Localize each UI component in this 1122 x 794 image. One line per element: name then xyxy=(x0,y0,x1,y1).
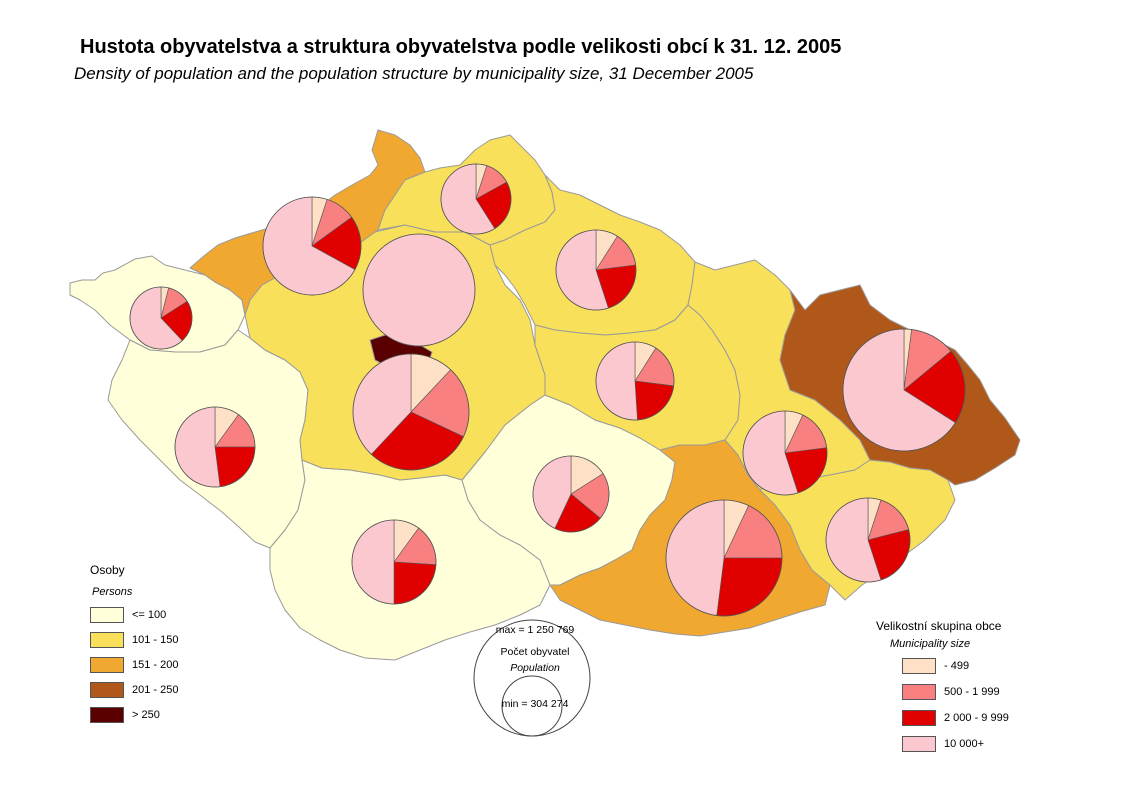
size-legend-row: 2 000 - 9 999 xyxy=(902,709,1009,727)
density-legend-label: > 250 xyxy=(132,709,160,721)
density-legend-row: 151 - 200 xyxy=(90,656,178,674)
size-legend-swatch xyxy=(902,736,936,752)
size-legend-row: - 499 xyxy=(902,657,969,675)
density-legend-label: <= 100 xyxy=(132,609,167,621)
size-legend-label: 10 000+ xyxy=(944,738,985,750)
size-legend-label: 2 000 - 9 999 xyxy=(944,712,1009,724)
density-legend-row: <= 100 xyxy=(90,606,166,624)
pie-outline xyxy=(555,229,637,311)
population-legend-title: Počet obyvatel xyxy=(500,646,570,658)
density-legend-label: 101 - 150 xyxy=(132,634,179,646)
population-min-label: min = 304 274 xyxy=(501,698,569,710)
pie-jihocesky xyxy=(351,519,437,605)
pie-outline xyxy=(825,497,911,583)
pie-karlovarsky xyxy=(129,286,193,350)
map-title: Hustota obyvatelstva a struktura obyvate… xyxy=(80,36,842,58)
pie-plzensky xyxy=(174,406,256,488)
pie-praha xyxy=(362,233,476,347)
pie-outline xyxy=(842,328,966,452)
pie-vysocina xyxy=(532,455,610,533)
pie-liberecky xyxy=(440,163,512,235)
density-legend-title: Osoby xyxy=(90,563,125,577)
size-legend-label: - 499 xyxy=(944,660,970,672)
pie-outline xyxy=(440,163,512,235)
density-legend-row: 201 - 250 xyxy=(90,681,178,699)
pie-stredocesky xyxy=(352,353,470,471)
size-legend-row: 500 - 1 999 xyxy=(902,683,1000,701)
map-subtitle: Density of population and the population… xyxy=(74,64,754,83)
density-legend-row: 101 - 150 xyxy=(90,631,178,649)
pie-olomoucky xyxy=(742,410,828,496)
pie-outline xyxy=(665,499,783,617)
pie-outline xyxy=(595,341,675,421)
population-size-circles xyxy=(473,619,591,737)
pie-outline xyxy=(742,410,828,496)
pie-outline xyxy=(174,406,256,488)
population-legend-subtitle: Population xyxy=(510,662,560,674)
pie-moravskoslezsky xyxy=(842,328,966,452)
density-legend-swatch xyxy=(90,607,124,623)
density-legend-swatch xyxy=(90,657,124,673)
pie-outline xyxy=(362,233,476,347)
pie-pardubicky xyxy=(595,341,675,421)
density-legend-label: 151 - 200 xyxy=(132,659,179,671)
density-legend-swatch xyxy=(90,707,124,723)
size-legend-swatch xyxy=(902,684,936,700)
pie-outline xyxy=(532,455,610,533)
size-legend-title: Velikostní skupina obce xyxy=(876,619,1002,633)
pie-outline xyxy=(262,196,362,296)
density-legend-swatch xyxy=(90,682,124,698)
size-legend-swatch xyxy=(902,658,936,674)
pie-ustecky xyxy=(262,196,362,296)
pie-jihomoravsky xyxy=(665,499,783,617)
density-legend-subtitle: Persons xyxy=(92,586,133,598)
density-legend-row: > 250 xyxy=(90,706,160,724)
size-legend-label: 500 - 1 999 xyxy=(944,686,1000,698)
size-legend-row: 10 000+ xyxy=(902,735,984,753)
population-max-label: max = 1 250 769 xyxy=(495,624,575,636)
pie-zlinsky xyxy=(825,497,911,583)
size-legend-swatch xyxy=(902,710,936,726)
pie-outline xyxy=(352,353,470,471)
pie-slice xyxy=(362,233,476,347)
pie-kralovehradecky xyxy=(555,229,637,311)
density-legend-swatch xyxy=(90,632,124,648)
size-legend-subtitle: Municipality size xyxy=(890,638,971,650)
pie-charts-layer xyxy=(129,163,966,617)
pie-outline xyxy=(129,286,193,350)
pie-outline xyxy=(351,519,437,605)
density-legend-label: 201 - 250 xyxy=(132,684,179,696)
